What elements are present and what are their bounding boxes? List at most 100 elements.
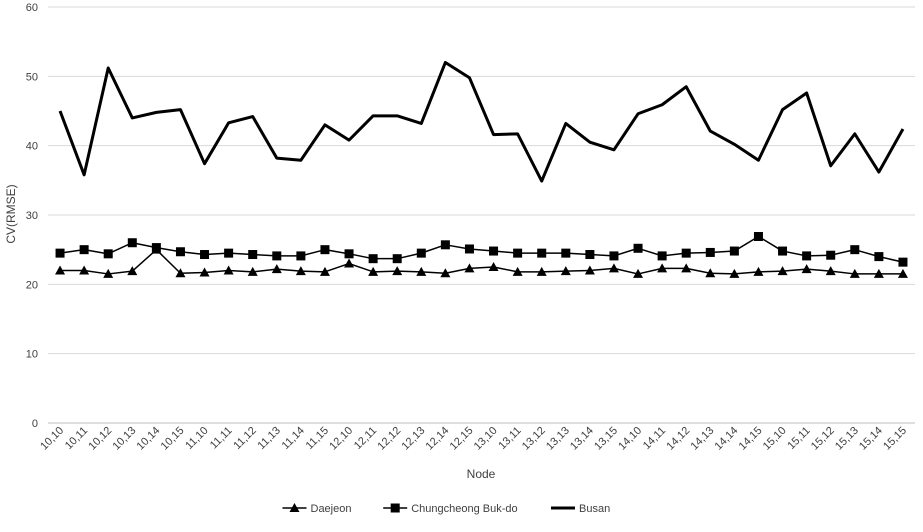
x-tick-label: 10,10 (38, 425, 66, 453)
data-point-chungcheong-buk-do (464, 244, 474, 254)
data-point-chungcheong-buk-do (392, 254, 402, 264)
data-point-chungcheong-buk-do (272, 251, 282, 261)
series-busan (58, 60, 905, 183)
data-point-chungcheong-buk-do (55, 248, 65, 258)
data-point-chungcheong-buk-do (585, 250, 595, 260)
x-tick-label: 11,14 (280, 425, 307, 452)
series-line-busan (58, 60, 905, 183)
x-tick-label: 14,11 (641, 425, 668, 452)
y-tick-label: 40 (26, 141, 38, 153)
data-point-daejeon (319, 266, 330, 276)
x-tick-label: 13,11 (496, 425, 523, 452)
data-point-chungcheong-buk-do (898, 257, 908, 267)
x-tick-label: 14,15 (737, 425, 765, 453)
series-line-chungcheong-buk-do (59, 235, 904, 263)
x-tick-label: 15,11 (785, 425, 812, 452)
legend-label: Chungcheong Buk-do (411, 503, 517, 515)
data-point-chungcheong-buk-do (296, 251, 306, 261)
legend-item-daejeon: Daejeon (282, 503, 352, 515)
data-point-daejeon (103, 268, 114, 278)
x-tick-label: 13,12 (520, 425, 548, 453)
legend-item-busan: Busan (551, 503, 610, 515)
data-point-chungcheong-buk-do (320, 245, 330, 255)
data-point-daejeon (536, 266, 547, 276)
x-tick-label: 14,13 (688, 425, 716, 453)
data-point-chungcheong-buk-do (224, 248, 234, 258)
x-tick-label: 14,12 (664, 425, 692, 453)
legend-swatch-marker (390, 503, 400, 513)
x-tick-label: 13,14 (568, 425, 596, 453)
data-point-daejeon (271, 264, 282, 274)
legend-label: Daejeon (311, 503, 352, 515)
legend-item-chungcheong-buk-do: Chungcheong Buk-do (383, 503, 518, 515)
data-point-chungcheong-buk-do (151, 243, 161, 253)
data-point-chungcheong-buk-do (344, 249, 354, 259)
data-point-daejeon (873, 268, 884, 278)
x-tick-label: 11,12 (231, 425, 258, 452)
data-point-chungcheong-buk-do (537, 248, 547, 258)
x-tick-label: 12,15 (448, 425, 476, 453)
data-point-chungcheong-buk-do (79, 245, 89, 255)
data-point-daejeon (223, 265, 234, 275)
x-tick-label: 15,15 (881, 425, 909, 453)
y-tick-label: 20 (26, 279, 38, 291)
data-point-chungcheong-buk-do (368, 254, 378, 264)
x-tick-label: 15,13 (833, 425, 861, 453)
data-point-daejeon (55, 265, 66, 275)
x-tick-label: 12,11 (352, 425, 379, 452)
data-point-chungcheong-buk-do (753, 231, 763, 241)
data-point-chungcheong-buk-do (561, 248, 571, 258)
x-tick-label: 15,12 (809, 425, 837, 453)
x-tick-label: 10,11 (63, 425, 90, 452)
data-point-daejeon (825, 266, 836, 276)
data-point-daejeon (705, 268, 716, 278)
data-point-daejeon (897, 268, 908, 278)
data-point-chungcheong-buk-do (778, 246, 788, 256)
x-tick-label: 11,13 (256, 425, 283, 452)
series-line-daejeon (60, 248, 903, 275)
legend-swatch-marker (289, 503, 300, 512)
series-group (55, 60, 908, 278)
data-point-chungcheong-buk-do (248, 250, 258, 260)
data-point-daejeon (464, 263, 475, 273)
x-tick-label: 12,10 (327, 425, 355, 453)
data-point-chungcheong-buk-do (175, 247, 185, 257)
data-point-chungcheong-buk-do (103, 249, 113, 259)
data-point-daejeon (584, 265, 595, 275)
data-point-daejeon (849, 268, 860, 278)
x-tick-label: 10,13 (110, 425, 138, 453)
x-tick-label: 10,15 (159, 425, 187, 453)
y-tick-label: 30 (26, 210, 38, 222)
data-point-chungcheong-buk-do (729, 246, 739, 256)
data-point-chungcheong-buk-do (200, 250, 210, 260)
y-tick-label: 0 (32, 418, 38, 430)
data-point-chungcheong-buk-do (440, 240, 450, 250)
data-point-chungcheong-buk-do (609, 251, 619, 261)
data-point-chungcheong-buk-do (489, 246, 499, 256)
data-point-chungcheong-buk-do (513, 248, 523, 258)
data-point-daejeon (392, 266, 403, 276)
data-point-daejeon (127, 266, 138, 276)
x-tick-label: 11,15 (304, 425, 331, 452)
data-point-daejeon (777, 266, 788, 276)
x-tick-label: 14,14 (713, 425, 741, 453)
x-tick-label: 12,12 (375, 425, 403, 453)
data-point-daejeon (488, 262, 499, 271)
y-axis-ticks: 0 10 20 30 40 50 60 (26, 2, 38, 430)
x-tick-label: 10,12 (86, 425, 114, 453)
data-point-chungcheong-buk-do (705, 247, 715, 257)
data-point-chungcheong-buk-do (127, 238, 137, 248)
y-tick-label: 10 (26, 349, 38, 361)
data-point-daejeon (681, 263, 692, 273)
data-point-daejeon (729, 268, 740, 278)
x-tick-label: 13,15 (592, 425, 620, 453)
x-axis-title: Node (467, 467, 496, 481)
data-point-daejeon (560, 266, 571, 276)
data-point-daejeon (79, 265, 90, 275)
y-tick-label: 50 (26, 71, 38, 83)
data-point-daejeon (512, 266, 523, 276)
data-point-chungcheong-buk-do (681, 248, 691, 258)
x-tick-label: 12,14 (424, 425, 452, 453)
